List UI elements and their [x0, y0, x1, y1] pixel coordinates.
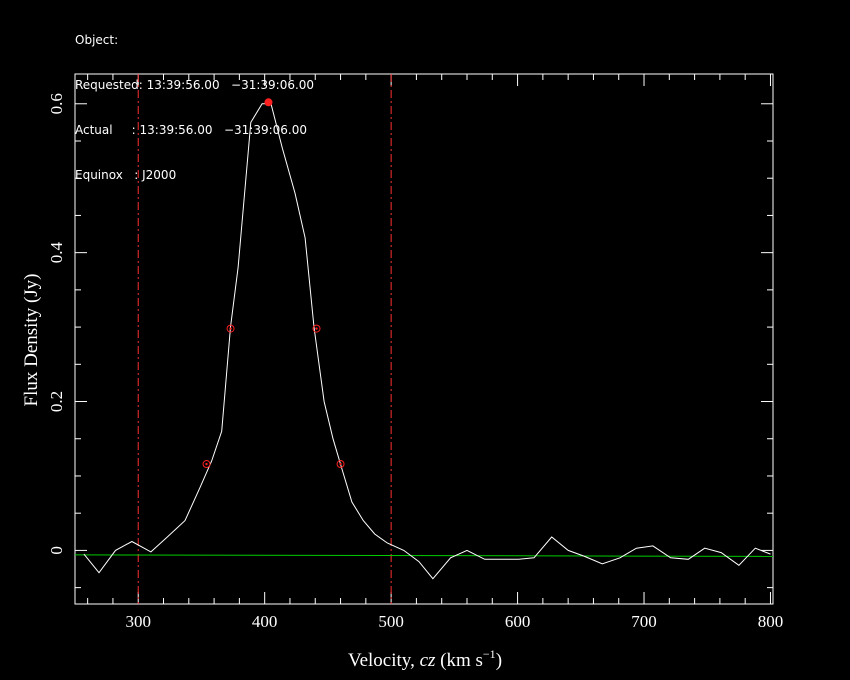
y-tick-label: 0.6 [47, 93, 66, 114]
equinox-line: Equinox : J2000 [75, 168, 177, 182]
x-tick-label: 500 [378, 612, 404, 631]
width-marker [336, 460, 345, 469]
x-axis-title-prefix: Velocity, [348, 650, 420, 671]
object-header: Object: Requested: 13:39:56.00 −31:39:06… [75, 3, 314, 198]
axis-ticks [75, 74, 773, 604]
width-marker-dot [339, 462, 342, 466]
x-tick-label: 800 [758, 612, 784, 631]
axis-tick-labels: 300 400 500 600 700 800 0 0.2 0.4 0.6 [47, 93, 783, 631]
x-axis-title-unit: (km s [435, 650, 483, 671]
width-marker-dot [229, 327, 232, 330]
width-marker-dot [315, 327, 318, 330]
width-markers [202, 98, 345, 469]
requested-coords-line: Requested: 13:39:56.00 −31:39:06.00 [75, 78, 315, 92]
spectrum-line [83, 103, 771, 580]
velocity-window-lines [137, 74, 392, 604]
x-axis-title-close: ) [496, 650, 502, 671]
x-axis-title-exponent: −1 [483, 647, 496, 661]
x-tick-label: 400 [252, 612, 278, 631]
x-tick-label: 600 [505, 612, 531, 631]
baseline-fit [74, 554, 774, 557]
object-line: Object: [75, 33, 119, 47]
x-axis-title-cz: cz [420, 650, 436, 671]
plot-frame [74, 73, 774, 605]
width-marker [312, 324, 321, 333]
width-marker [226, 324, 235, 333]
x-tick-label: 300 [125, 612, 151, 631]
width-marker-dot [205, 462, 208, 466]
y-tick-label: 0.4 [47, 242, 66, 264]
width-marker [202, 460, 211, 469]
actual-coords-line: Actual : 13:39:56.00 −31:39:06.00 [75, 123, 307, 137]
x-tick-label: 700 [631, 612, 657, 631]
y-tick-label: 0 [47, 546, 66, 555]
y-axis-title: Flux Density (Jy) [21, 274, 42, 407]
y-tick-label: 0.2 [47, 391, 66, 412]
peak-marker [264, 98, 273, 107]
x-axis-title: Velocity, cz (km s−1) [348, 647, 502, 671]
